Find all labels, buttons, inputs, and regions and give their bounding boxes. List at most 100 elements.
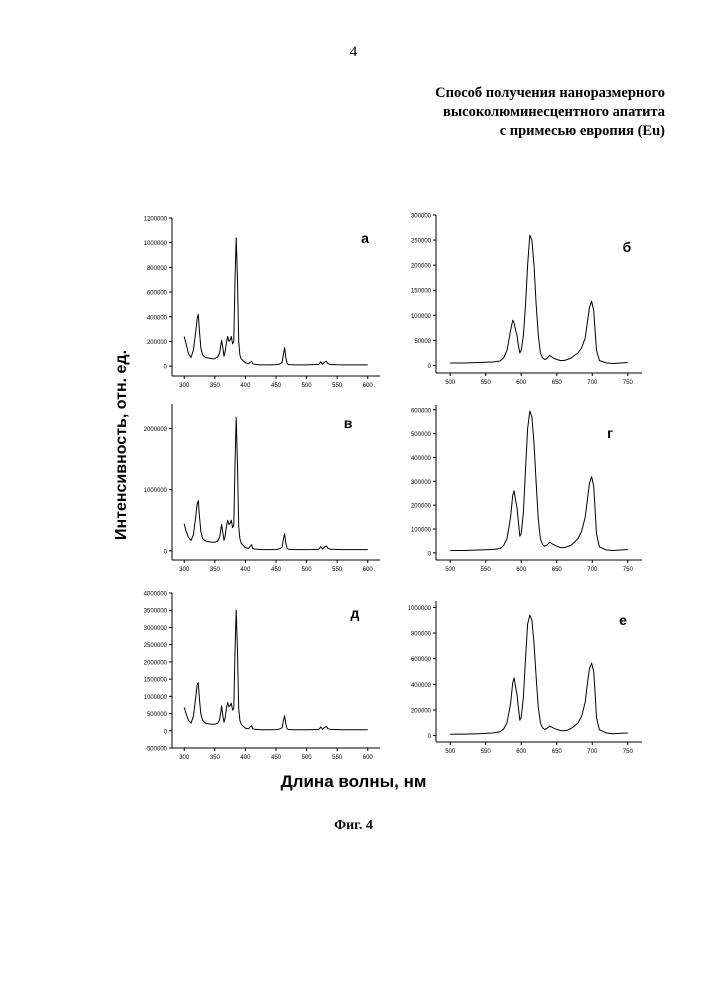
y-tick-label: 200000 xyxy=(147,340,168,346)
figure-caption: Фиг. 4 xyxy=(0,818,707,834)
panel-label: б xyxy=(623,239,632,255)
x-tick-label: 350 xyxy=(210,383,221,389)
y-tick-label: 2000000 xyxy=(144,660,168,666)
spectrum-line xyxy=(450,615,628,734)
x-tick-label: 600 xyxy=(516,567,527,573)
spectrum-panel: 0 50000 100000 150000 200000 250000 300000 500 5… xyxy=(411,214,642,387)
y-tick-label: 0 xyxy=(164,549,168,555)
y-tick-label: 200000 xyxy=(411,264,432,270)
y-tick-label: 0 xyxy=(164,365,168,371)
y-tick-label: -500000 xyxy=(145,747,168,753)
x-tick-label: 550 xyxy=(332,755,343,761)
x-tick-label: 650 xyxy=(552,567,563,573)
x-axis-label: Длина волны, нм xyxy=(0,772,707,792)
x-tick-label: 350 xyxy=(210,567,221,573)
spectrum-line xyxy=(184,238,368,365)
y-tick-label: 0 xyxy=(164,729,168,735)
x-tick-label: 650 xyxy=(552,749,563,755)
y-tick-label: 3000000 xyxy=(144,626,168,632)
x-tick-label: 600 xyxy=(363,383,374,389)
y-tick-label: 500000 xyxy=(411,432,432,438)
y-tick-label: 1200000 xyxy=(144,217,168,223)
x-tick-label: 500 xyxy=(445,380,456,386)
panel-label: в xyxy=(344,415,353,431)
x-tick-label: 700 xyxy=(587,567,598,573)
y-tick-label: 1000000 xyxy=(408,606,432,612)
x-tick-label: 700 xyxy=(587,749,598,755)
x-tick-label: 400 xyxy=(240,383,251,389)
x-tick-label: 400 xyxy=(240,567,251,573)
y-tick-label: 4000000 xyxy=(144,592,168,598)
y-tick-label: 800000 xyxy=(147,266,168,272)
x-tick-label: 500 xyxy=(302,755,313,761)
spectrum-panel: 0 200000 400000 600000 800000 1000000 500 550 60… xyxy=(408,601,642,755)
y-tick-label: 1500000 xyxy=(144,678,168,684)
x-tick-label: 550 xyxy=(481,380,492,386)
x-tick-label: 450 xyxy=(271,567,282,573)
x-tick-label: 500 xyxy=(445,567,456,573)
y-tick-label: 150000 xyxy=(411,289,432,295)
y-tick-label: 400000 xyxy=(411,683,432,689)
x-tick-label: 450 xyxy=(271,383,282,389)
panel-label: а xyxy=(361,230,369,246)
y-tick-label: 800000 xyxy=(411,632,432,638)
y-tick-label: 250000 xyxy=(411,239,432,245)
spectrum-line xyxy=(184,418,368,550)
y-axis-label: Интенсивность, отн. ед. xyxy=(113,350,131,540)
x-tick-label: 650 xyxy=(552,380,563,386)
y-tick-label: 3500000 xyxy=(144,609,168,615)
x-tick-label: 550 xyxy=(481,749,492,755)
x-tick-label: 300 xyxy=(179,755,190,761)
y-tick-label: 100000 xyxy=(411,528,432,534)
spectrum-line xyxy=(450,411,628,551)
x-tick-label: 600 xyxy=(363,755,374,761)
y-tick-label: 600000 xyxy=(411,657,432,663)
y-tick-label: 400000 xyxy=(147,315,168,321)
spectrum-panel: 0 100000 200000 300000 400000 500000 600000 500… xyxy=(411,405,642,573)
x-tick-label: 750 xyxy=(623,567,634,573)
x-tick-label: 300 xyxy=(179,383,190,389)
spectrum-panel: 0 200000 400000 600000 800000 1000000 1200000 3… xyxy=(144,217,380,390)
x-tick-label: 750 xyxy=(623,749,634,755)
x-tick-label: 600 xyxy=(516,749,527,755)
x-tick-label: 500 xyxy=(302,383,313,389)
spectrum-line xyxy=(184,610,368,730)
y-tick-label: 600000 xyxy=(147,291,168,297)
y-tick-label: 2500000 xyxy=(144,643,168,649)
y-tick-label: 0 xyxy=(428,364,432,370)
x-tick-label: 500 xyxy=(302,567,313,573)
x-tick-label: 500 xyxy=(445,749,456,755)
y-tick-label: 2000000 xyxy=(144,427,168,433)
y-tick-label: 0 xyxy=(428,734,432,740)
y-tick-label: 0 xyxy=(428,551,432,557)
x-tick-label: 550 xyxy=(332,567,343,573)
x-tick-label: 600 xyxy=(516,380,527,386)
x-tick-label: 700 xyxy=(587,380,598,386)
spectrum-panel: 0 1000000 2000000 300 350 400 450 500 550 600 в xyxy=(144,404,380,573)
y-tick-label: 500000 xyxy=(147,712,168,718)
y-tick-label: 50000 xyxy=(414,339,431,345)
spectrum-line xyxy=(450,235,628,363)
x-tick-label: 600 xyxy=(363,567,374,573)
x-tick-label: 450 xyxy=(271,755,282,761)
y-tick-label: 600000 xyxy=(411,408,432,414)
x-tick-label: 350 xyxy=(210,755,221,761)
x-tick-label: 550 xyxy=(481,567,492,573)
y-tick-label: 300000 xyxy=(411,480,432,486)
y-tick-label: 1000000 xyxy=(144,241,168,247)
y-tick-label: 200000 xyxy=(411,504,432,510)
x-tick-label: 750 xyxy=(623,380,634,386)
panel-label: г xyxy=(607,425,613,441)
panel-label: д xyxy=(351,605,360,621)
x-tick-label: 300 xyxy=(179,567,190,573)
x-tick-label: 400 xyxy=(240,755,251,761)
y-tick-label: 400000 xyxy=(411,456,432,462)
y-tick-label: 1000000 xyxy=(144,695,168,701)
y-tick-label: 200000 xyxy=(411,708,432,714)
y-tick-label: 1000000 xyxy=(144,488,168,494)
x-tick-label: 550 xyxy=(332,383,343,389)
y-tick-label: 300000 xyxy=(411,214,432,220)
spectrum-panel: -500000 0 500000 1000000 1500000 2000000 25000… xyxy=(144,592,380,762)
y-tick-label: 100000 xyxy=(411,314,432,320)
